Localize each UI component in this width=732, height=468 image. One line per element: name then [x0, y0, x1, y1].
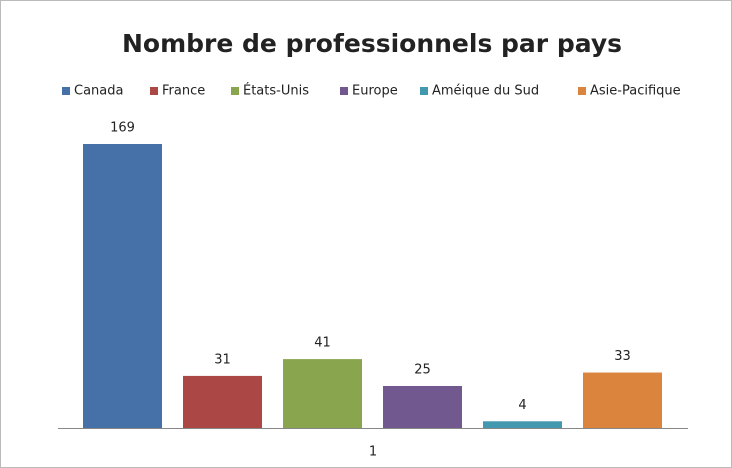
- legend-label: France: [162, 84, 205, 99]
- legend-label: Asie-Pacifique: [590, 84, 681, 99]
- legend-swatch: [62, 87, 70, 95]
- bar: [283, 359, 362, 428]
- legend-swatch: [578, 87, 586, 95]
- x-tick-label: 1: [369, 445, 377, 460]
- bar: [183, 375, 262, 428]
- bar: [583, 372, 662, 428]
- legend-label: Europe: [352, 84, 398, 99]
- legend-label: États-Unis: [243, 83, 309, 99]
- legend-label: Canada: [74, 84, 123, 99]
- data-label: 31: [214, 352, 231, 367]
- legend-label: Améique du Sud: [432, 84, 539, 99]
- data-label: 33: [614, 349, 631, 364]
- bar: [383, 385, 462, 428]
- data-label: 4: [518, 398, 526, 413]
- bar: [83, 144, 162, 428]
- legend-swatch: [340, 87, 348, 95]
- data-label: 41: [314, 336, 331, 351]
- data-label: 169: [110, 121, 135, 136]
- legend-swatch: [150, 87, 158, 95]
- chart-title: Nombre de professionnels par pays: [122, 29, 622, 58]
- legend-swatch: [420, 87, 428, 95]
- data-label: 25: [414, 362, 431, 377]
- legend-swatch: [231, 87, 239, 95]
- bar: [483, 421, 562, 428]
